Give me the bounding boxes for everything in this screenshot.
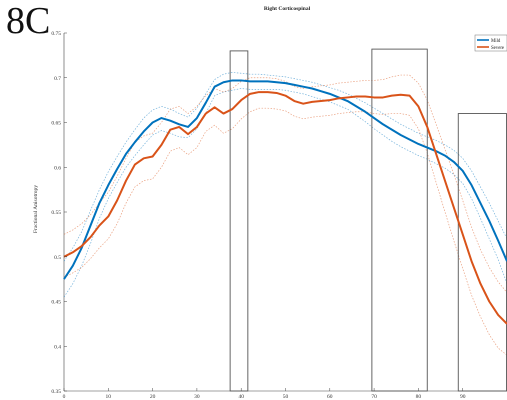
highlight-box [229, 50, 249, 392]
y-tick-label: 0.7 [54, 76, 61, 82]
severe-upper-band [63, 74, 507, 293]
y-axis-label: Fractional Anisotropy [33, 185, 39, 233]
highlight-box [371, 48, 428, 392]
highlight-boxes [229, 48, 507, 392]
y-tick-label: 0.75 [51, 31, 61, 37]
y-tick-label: 0.65 [51, 121, 61, 127]
y-tick-label: 0.6 [54, 165, 61, 171]
x-tick-label: 10 [106, 394, 112, 400]
x-tick-label: 20 [150, 394, 156, 400]
axis-ticks: 0.35 0.4 0.45 0.5 0.55 0.6 0.65 0.7 0.75 0 10 20 30 4… [51, 31, 465, 400]
x-tick-label: 60 [327, 394, 333, 400]
mild-series-line [63, 79, 507, 280]
severe-series-line [63, 91, 507, 325]
x-tick-label: 0 [63, 394, 66, 400]
x-tick-label: 30 [194, 394, 200, 400]
panel-label: 8C [6, 0, 51, 42]
x-tick-label: 40 [238, 394, 244, 400]
plot-frame [63, 33, 507, 392]
legend: Mild Severe [474, 34, 507, 52]
legend-label-mild: Mild [491, 39, 501, 44]
x-tick-label: 70 [371, 394, 377, 400]
y-tick-label: 0.5 [54, 255, 61, 261]
x-tick-label: 50 [283, 394, 289, 400]
y-tick-label: 0.45 [51, 300, 61, 306]
confidence-bands [63, 72, 507, 356]
y-tick-label: 0.35 [51, 389, 61, 395]
x-tick-label: 90 [460, 394, 466, 400]
x-tick-label: 80 [416, 394, 422, 400]
y-tick-label: 0.4 [54, 344, 61, 350]
legend-label-severe: Severe [491, 46, 504, 51]
mild-lower-band [63, 88, 507, 298]
series-lines [63, 79, 507, 325]
y-tick-label: 0.55 [51, 210, 61, 216]
severe-lower-band [63, 107, 507, 356]
chart-title: Right Corticospinal [264, 6, 311, 12]
mild-upper-band [63, 72, 507, 262]
